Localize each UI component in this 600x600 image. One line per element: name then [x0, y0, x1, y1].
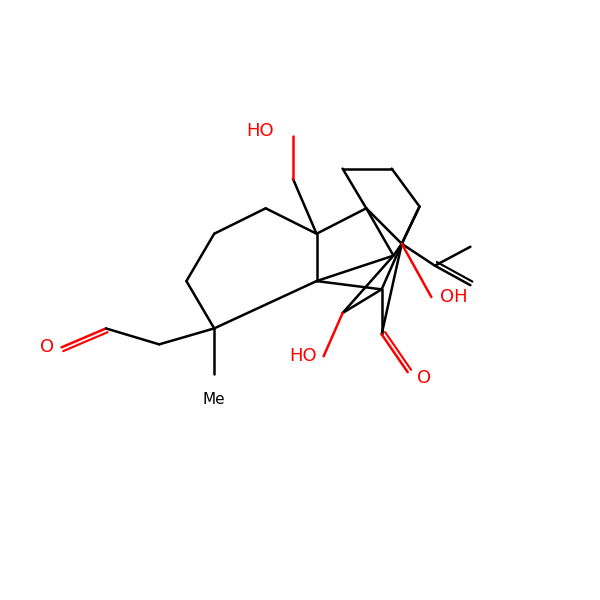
Text: HO: HO — [289, 347, 317, 365]
Text: OH: OH — [440, 288, 468, 306]
Text: O: O — [40, 338, 55, 356]
Text: O: O — [416, 369, 431, 387]
Text: HO: HO — [247, 122, 274, 140]
Text: Me: Me — [203, 392, 226, 407]
